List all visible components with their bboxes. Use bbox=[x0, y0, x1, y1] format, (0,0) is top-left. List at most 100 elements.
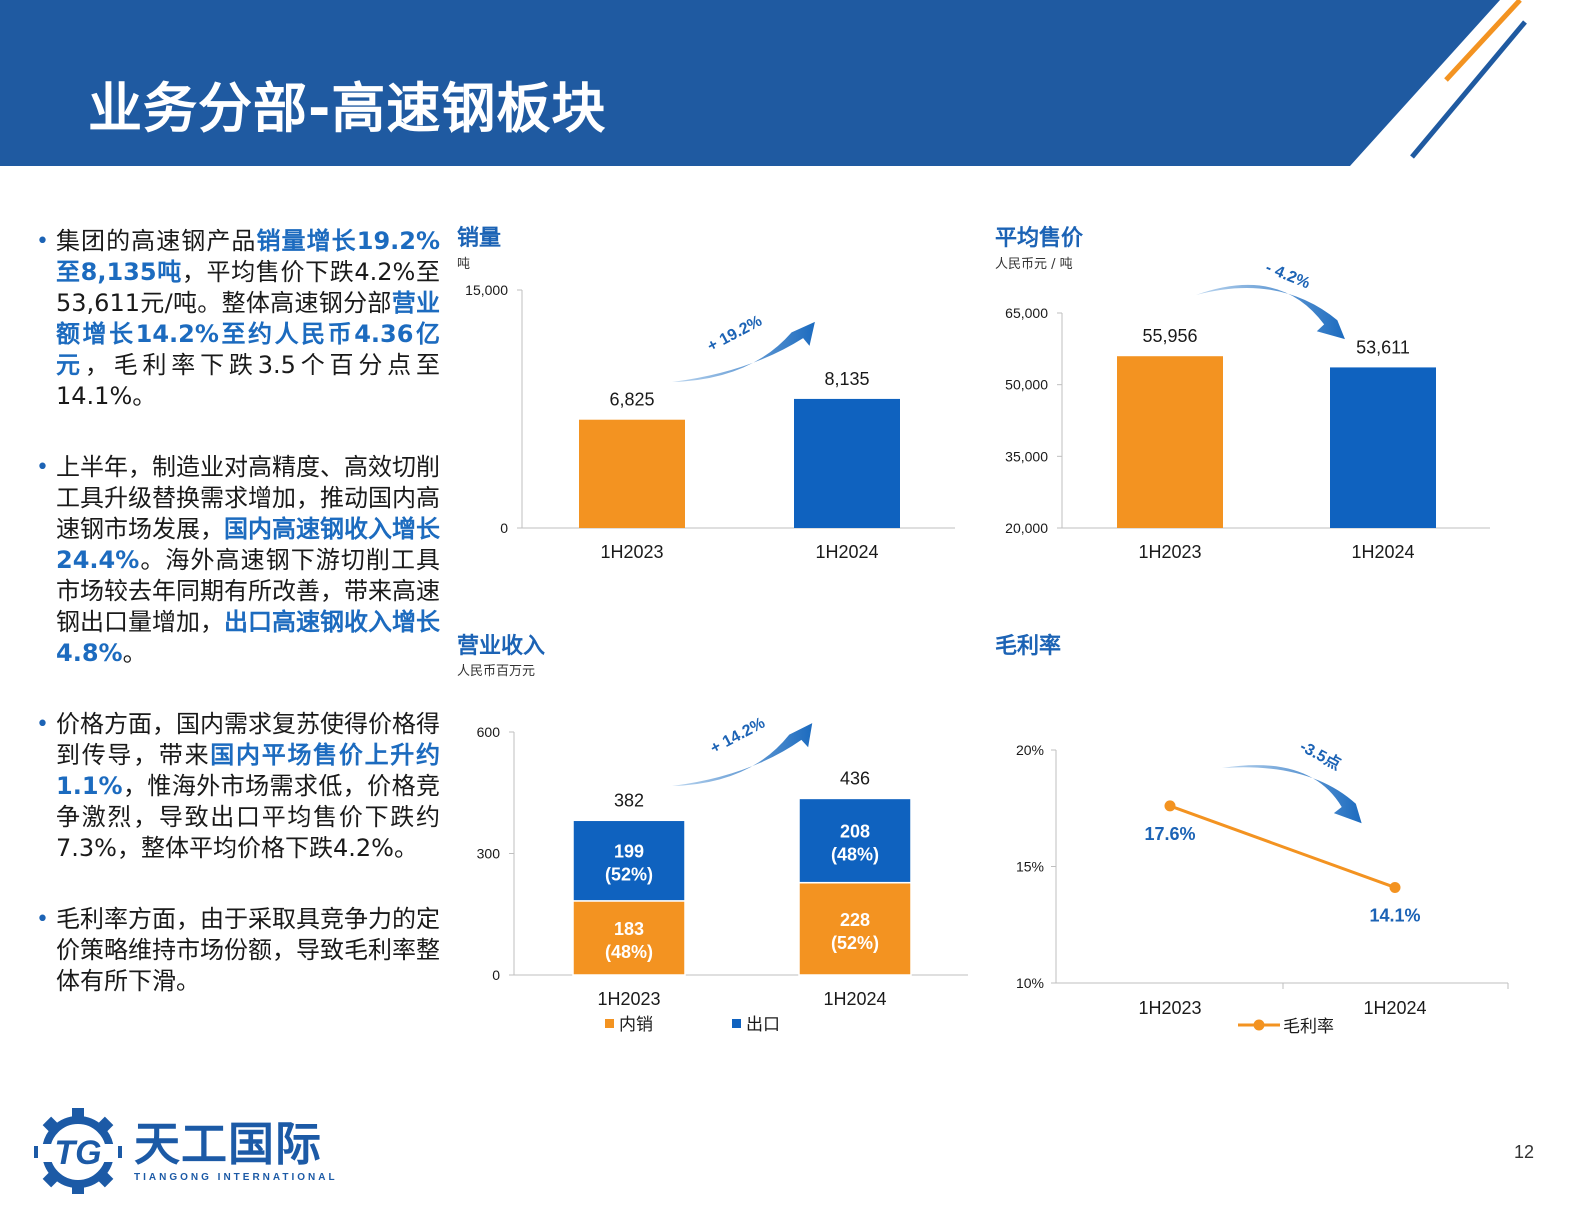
logo-subtitle: TIANGONG INTERNATIONAL bbox=[134, 1172, 338, 1183]
trend-annotation: + 14.2% bbox=[708, 715, 768, 758]
y-tick-label: 600 bbox=[477, 724, 501, 740]
chart-unit-volume: 吨 bbox=[457, 257, 471, 272]
bullet-text: 集团的高速钢产品 bbox=[56, 227, 257, 255]
legend-swatch bbox=[605, 1019, 614, 1028]
x-tick-label: 1H2023 bbox=[1138, 998, 1201, 1018]
bullet-item: • 毛利率方面，由于采取具竞争力的定价策略维持市场份额，导致毛利率整体有所下滑。 bbox=[34, 904, 440, 997]
legend-label: 毛利率 bbox=[1283, 1017, 1334, 1037]
bullet-list: • 集团的高速钢产品销量增长19.2%至8,135吨，平均售价下跌4.2%至53,… bbox=[34, 226, 440, 997]
stacked-bar-segment bbox=[798, 797, 912, 884]
bullet-text: 价格方面，国内需求复苏使得价格得到传导，带来 bbox=[56, 710, 440, 769]
trend-arrow-icon bbox=[1222, 765, 1362, 824]
trend-annotation: -3.5点 bbox=[1297, 737, 1344, 774]
bullet-highlight: 国内平场售价上升约1.1% bbox=[56, 741, 441, 800]
bullet-dot-icon: • bbox=[36, 455, 49, 480]
x-tick-label: 1H2024 bbox=[823, 989, 886, 1009]
chart-asp: 20,000 35,000 50,000 65,000 55,956 1H2023 53,6… bbox=[1005, 259, 1490, 562]
chart-margin: 10% 15% 20% 17.6% 14.1% 1H2023 1H2024 毛利率 -3.5点 bbox=[1016, 737, 1509, 1037]
logo-mark-text: TG bbox=[54, 1134, 101, 1172]
y-tick-label: 65,000 bbox=[1005, 305, 1048, 321]
bullet-highlight: 销量增长19.2%至8,135吨 bbox=[56, 227, 441, 286]
bar bbox=[1117, 356, 1223, 528]
bullet-item: • 集团的高速钢产品销量增长19.2%至8,135吨，平均售价下跌4.2%至53,… bbox=[34, 226, 440, 412]
bullet-text: 毛利率方面，由于采取具竞争力的定价策略维持市场份额，导致毛利率整体有所下滑。 bbox=[56, 905, 440, 995]
legend-swatch bbox=[732, 1019, 741, 1028]
chart-volume: 0 15,000 6,825 1H2023 8,135 1H2024 + 19.2% bbox=[465, 282, 955, 562]
bullet-dot-icon: • bbox=[36, 229, 49, 254]
y-tick-label: 0 bbox=[500, 520, 508, 536]
chart-title-revenue: 营业收入 bbox=[457, 634, 546, 659]
header-banner: 业务分部-高速钢板块 bbox=[0, 0, 1584, 166]
data-point bbox=[1164, 800, 1176, 812]
bar-value-label: 6,825 bbox=[609, 390, 654, 410]
bullet-text: ，平均售价下跌4.2%至53,611元/吨。整体高速钢分部 bbox=[56, 258, 440, 317]
chart-unit-revenue: 人民币百万元 bbox=[457, 664, 536, 679]
bullet-text: 。 bbox=[122, 639, 147, 667]
bullet-dot-icon: • bbox=[36, 907, 49, 932]
segment-value-label: 183 bbox=[614, 919, 644, 939]
bar-value-label: 55,956 bbox=[1142, 326, 1197, 346]
y-tick-label: 15,000 bbox=[465, 282, 508, 298]
gear-logo-icon: TG bbox=[34, 1108, 122, 1194]
chart-title-volume: 销量 bbox=[457, 226, 502, 251]
y-tick-label: 35,000 bbox=[1005, 448, 1048, 464]
bar bbox=[579, 419, 685, 528]
point-value-label: 17.6% bbox=[1144, 824, 1195, 844]
y-tick-label: 50,000 bbox=[1005, 377, 1048, 393]
bar-value-label: 8,135 bbox=[824, 369, 869, 389]
series-line bbox=[1169, 804, 1396, 889]
page-title: 业务分部-高速钢板块 bbox=[88, 77, 607, 140]
header-background bbox=[0, 0, 1527, 166]
bar-total-label: 436 bbox=[840, 768, 870, 788]
page-number: 12 bbox=[1513, 1142, 1534, 1162]
y-tick-label: 20% bbox=[1016, 742, 1044, 758]
bullet-highlight: 出口高速钢收入增长4.8% bbox=[56, 608, 440, 667]
legend-label: 内销 bbox=[619, 1015, 653, 1035]
bullet-highlight: 国内高速钢收入增长24.4% bbox=[56, 515, 440, 574]
x-tick-label: 1H2023 bbox=[600, 542, 663, 562]
chart-title-asp: 平均售价 bbox=[995, 226, 1084, 251]
segment-value-label: 228 bbox=[840, 910, 870, 930]
bullet-item: • 上半年，制造业对高精度、高效切削工具升级替换需求增加，推动国内高速钢市场发展，… bbox=[34, 452, 440, 669]
bullet-dot-icon: • bbox=[36, 712, 49, 737]
stacked-bar-segment bbox=[572, 819, 686, 902]
trend-annotation: + 19.2% bbox=[705, 313, 765, 356]
y-tick-label: 20,000 bbox=[1005, 520, 1048, 536]
segment-share-label: (52%) bbox=[605, 865, 653, 885]
bullet-text: ，惟海外市场需求低，价格竞争激烈，导致出口平均售价下跌约7.3%，整体平均价格下… bbox=[56, 772, 440, 862]
y-tick-label: 300 bbox=[477, 846, 501, 862]
segment-share-label: (48%) bbox=[605, 942, 653, 962]
stacked-bar-segment bbox=[798, 881, 912, 976]
bullet-text: 。海外高速钢下游切削工具市场较去年同期有所改善，带来高速钢出口量增加， bbox=[56, 546, 440, 636]
x-tick-label: 1H2023 bbox=[1138, 542, 1201, 562]
point-value-label: 14.1% bbox=[1369, 905, 1420, 925]
segment-value-label: 199 bbox=[614, 842, 644, 862]
segment-share-label: (48%) bbox=[831, 845, 879, 865]
segment-value-label: 208 bbox=[840, 822, 870, 842]
x-tick-label: 1H2024 bbox=[815, 542, 878, 562]
x-tick-label: 1H2024 bbox=[1351, 542, 1414, 562]
bar-total-label: 382 bbox=[614, 790, 644, 810]
chart-unit-asp: 人民币元 / 吨 bbox=[995, 257, 1073, 272]
y-tick-label: 15% bbox=[1016, 859, 1044, 875]
legend-label: 出口 bbox=[746, 1015, 780, 1035]
trend-annotation: - 4.2% bbox=[1263, 259, 1312, 292]
data-point bbox=[1389, 881, 1401, 893]
x-tick-label: 1H2024 bbox=[1363, 998, 1426, 1018]
stacked-bar-segment bbox=[572, 900, 686, 976]
bullet-text: ，毛利率下跌3.5个百分点至14.1%。 bbox=[56, 351, 441, 410]
y-tick-label: 10% bbox=[1016, 975, 1044, 991]
company-logo: TG 天工国际 TIANGONG INTERNATIONAL bbox=[34, 1108, 344, 1194]
bullet-item: • 价格方面，国内需求复苏使得价格得到传导，带来国内平场售价上升约1.1%，惟海外… bbox=[34, 709, 440, 864]
chart-revenue: 0 300 600 183 (48%) 199 (52%) 382 1H2023 228 (52%)… bbox=[477, 715, 968, 1035]
bar bbox=[1330, 367, 1436, 528]
bullet-text: 上半年，制造业对高精度、高效切削工具升级替换需求增加，推动国内高速钢市场发展， bbox=[56, 453, 440, 543]
bar bbox=[794, 398, 900, 528]
logo-name: 天工国际 bbox=[134, 1117, 322, 1171]
legend-marker bbox=[1253, 1019, 1265, 1031]
chart-title-margin: 毛利率 bbox=[995, 634, 1062, 659]
bar-value-label: 53,611 bbox=[1356, 337, 1410, 357]
segment-share-label: (52%) bbox=[831, 933, 879, 953]
bullet-highlight: 营业额增长14.2%至约人民币4.36亿元 bbox=[56, 289, 441, 379]
y-tick-label: 0 bbox=[492, 967, 500, 983]
